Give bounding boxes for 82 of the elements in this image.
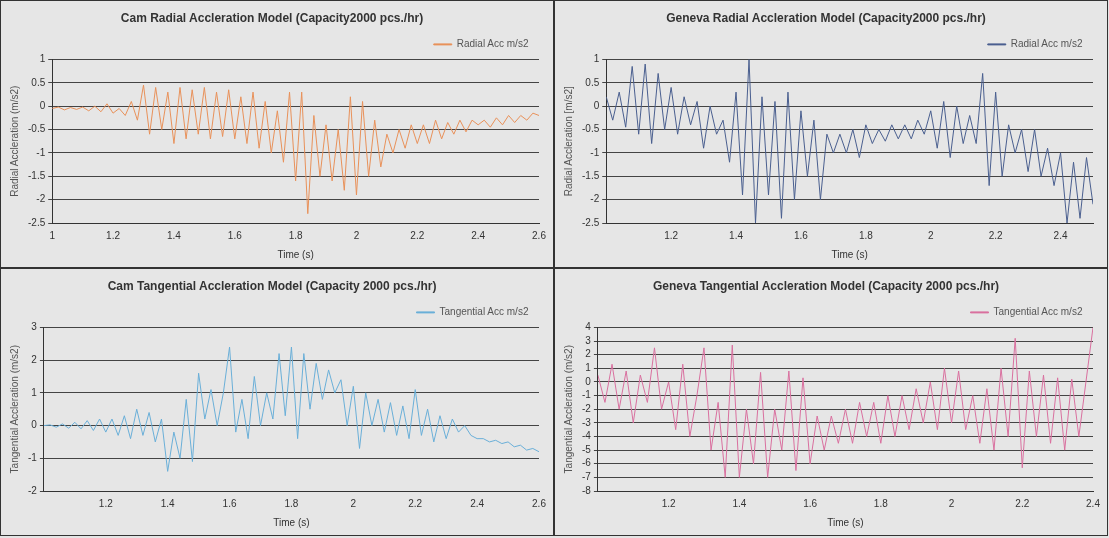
x-tick-label: 1.6 bbox=[803, 497, 818, 509]
x-tick-label: 2 bbox=[353, 229, 360, 241]
x-tick-label: 2 bbox=[927, 229, 934, 241]
y-tick-label: -1 bbox=[581, 389, 592, 401]
y-tick-label: -2.5 bbox=[582, 216, 600, 228]
x-tick-label: 2.2 bbox=[410, 229, 425, 241]
x-axis-title: Time (s) bbox=[273, 516, 310, 528]
x-tick-label: 1.6 bbox=[793, 229, 809, 241]
x-tick-label: 1.2 bbox=[106, 229, 121, 241]
y-tick-label: -7 bbox=[581, 471, 592, 483]
y-tick-label: -3 bbox=[581, 416, 592, 428]
y-tick-label: -0.5 bbox=[582, 123, 600, 135]
y-tick-label: 1 bbox=[593, 53, 600, 65]
y-tick-label: 0 bbox=[593, 99, 600, 111]
y-tick-label: -4 bbox=[581, 430, 592, 442]
x-tick-label: 2.2 bbox=[1015, 497, 1030, 509]
y-tick-label: 0 bbox=[31, 419, 38, 431]
x-tick-label: 1 bbox=[49, 229, 56, 241]
y-tick-label: 2 bbox=[31, 353, 38, 365]
x-tick-label: 1.4 bbox=[160, 497, 176, 509]
x-tick-label: 2.6 bbox=[532, 229, 547, 241]
x-tick-label: 2.4 bbox=[471, 229, 486, 241]
x-axis-title: Time (s) bbox=[831, 248, 868, 260]
y-axis-title: Tangential Accleration (m/s2) bbox=[562, 345, 574, 474]
y-tick-label: 4 bbox=[585, 321, 592, 333]
y-tick-label: 1 bbox=[585, 362, 592, 374]
y-axis-title: Radial Accleration [m/s2] bbox=[562, 85, 574, 197]
x-tick-label: 1.2 bbox=[661, 497, 677, 509]
x-tick-label: 1.4 bbox=[166, 229, 182, 241]
x-tick-label: 1.2 bbox=[98, 497, 114, 509]
y-tick-label: 1 bbox=[31, 386, 38, 398]
y-tick-label: -6 bbox=[581, 457, 592, 469]
x-axis-title: Time (s) bbox=[827, 516, 864, 528]
y-tick-label: 1 bbox=[39, 53, 46, 65]
chart-title: Geneva Tangential Accleration Model (Capacity 2000 pcs./hr) bbox=[652, 278, 1000, 293]
x-tick-label: 1.4 bbox=[729, 229, 744, 241]
chart-title: Cam Tangential Accleration Model (Capacity 2000 pcs./hr) bbox=[107, 278, 437, 293]
y-tick-label: 0.5 bbox=[585, 76, 600, 88]
x-tick-label: 1.6 bbox=[227, 229, 243, 241]
y-tick-label: 0 bbox=[585, 375, 592, 387]
y-tick-label: -1 bbox=[27, 452, 38, 464]
chart-title: Geneva Radial Accleration Model (Capacity2000 pcs./hr) bbox=[666, 10, 986, 25]
x-axis-title: Time (s) bbox=[277, 248, 314, 260]
y-tick-label: -2.5 bbox=[28, 216, 46, 228]
x-tick-label: 1.8 bbox=[873, 497, 889, 509]
y-tick-label: 0.5 bbox=[31, 76, 46, 88]
x-tick-label: 1.8 bbox=[284, 497, 299, 509]
x-tick-label: 1.8 bbox=[858, 229, 874, 241]
x-tick-label: 1.8 bbox=[288, 229, 303, 241]
legend-label: Tangential Acc m/s2 bbox=[993, 306, 1083, 318]
x-tick-label: 2 bbox=[350, 497, 357, 509]
y-tick-label: 3 bbox=[31, 321, 38, 333]
x-tick-label: 2.4 bbox=[470, 497, 485, 509]
y-tick-label: -2 bbox=[581, 402, 592, 414]
x-tick-label: 2.4 bbox=[1086, 497, 1101, 509]
x-tick-label: 1.4 bbox=[732, 497, 747, 509]
y-tick-label: 0 bbox=[39, 99, 46, 111]
x-tick-label: 1.2 bbox=[664, 229, 679, 241]
x-tick-label: 2.2 bbox=[408, 497, 423, 509]
x-tick-label: 2.4 bbox=[1053, 229, 1068, 241]
x-tick-label: 1.6 bbox=[222, 497, 237, 509]
y-tick-label: -1.5 bbox=[582, 170, 600, 182]
y-tick-label: -8 bbox=[581, 484, 592, 496]
x-tick-label: 2 bbox=[948, 497, 955, 509]
legend-label: Radial Acc m/s2 bbox=[1010, 38, 1083, 50]
legend-label: Tangential Acc m/s2 bbox=[439, 306, 529, 318]
y-axis-title: Radial Accleration (m/s2) bbox=[8, 85, 20, 197]
y-tick-label: 3 bbox=[585, 334, 592, 346]
y-tick-label: -5 bbox=[581, 443, 592, 455]
y-tick-label: -0.5 bbox=[28, 123, 46, 135]
y-axis-title: Tangential Accleration (m/s2) bbox=[8, 345, 20, 474]
y-tick-label: -1 bbox=[36, 146, 46, 158]
x-tick-label: 2.6 bbox=[532, 497, 547, 509]
y-tick-label: -1.5 bbox=[28, 170, 46, 182]
chart-title: Cam Radial Accleration Model (Capacity2000 pcs./hr) bbox=[120, 10, 424, 25]
y-tick-label: -2 bbox=[590, 193, 600, 205]
y-tick-label: -2 bbox=[27, 484, 38, 496]
x-tick-label: 2.2 bbox=[988, 229, 1004, 241]
y-tick-label: -2 bbox=[36, 193, 46, 205]
legend-label: Radial Acc m/s2 bbox=[456, 38, 529, 50]
y-tick-label: 2 bbox=[585, 348, 592, 360]
y-tick-label: -1 bbox=[590, 146, 600, 158]
